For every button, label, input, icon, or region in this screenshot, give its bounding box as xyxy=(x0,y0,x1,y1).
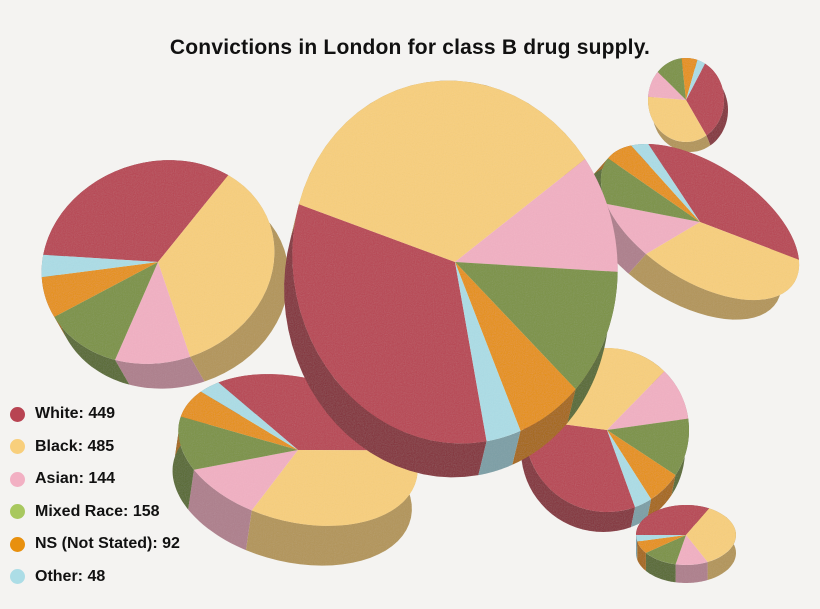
slice-black xyxy=(646,222,800,301)
legend-label-other: Other: 48 xyxy=(35,567,106,585)
legend-item-white: White: 449 xyxy=(10,398,180,431)
side-ns xyxy=(647,475,676,520)
legend-swatch-mixed-race xyxy=(10,504,25,520)
legend-item-not-stated: NS (Not Stated): 92 xyxy=(10,528,180,561)
side-other xyxy=(478,430,521,476)
slice-black xyxy=(686,508,736,562)
slice-mixed xyxy=(645,535,686,565)
slice-black xyxy=(647,96,707,142)
slice-black xyxy=(158,175,275,357)
legend-label-black: Black: 485 xyxy=(35,437,115,455)
side-black xyxy=(245,450,418,566)
pie-6-top xyxy=(292,80,618,444)
slice-asian xyxy=(607,371,689,430)
pie-1-top xyxy=(647,58,724,142)
slice-mixed xyxy=(600,158,700,222)
slice-ns xyxy=(180,391,298,450)
slice-asian xyxy=(648,71,686,100)
side-other xyxy=(636,535,638,560)
slice-asian xyxy=(606,203,700,254)
slice-other xyxy=(41,254,158,278)
slice-ns xyxy=(608,145,700,222)
side-white xyxy=(284,204,487,478)
legend-label-not-stated: NS (Not Stated): 92 xyxy=(35,535,180,553)
slice-ns xyxy=(607,430,676,500)
side-other xyxy=(631,499,652,528)
slice-other xyxy=(686,59,705,100)
side-ns xyxy=(512,389,576,465)
slice-mixed xyxy=(54,262,158,360)
slice-other xyxy=(631,143,700,222)
slice-other xyxy=(636,535,686,542)
side-mixed xyxy=(645,552,676,583)
side-white xyxy=(521,419,635,532)
legend-label-white: White: 449 xyxy=(35,405,116,423)
pie-5 xyxy=(636,505,736,583)
legend-label-mixed-race: Mixed Race: 158 xyxy=(35,502,160,520)
slice-ns xyxy=(681,58,698,100)
side-asian xyxy=(188,469,252,551)
slice-mixed xyxy=(178,416,298,470)
side-asian xyxy=(115,356,205,389)
pie-2-top xyxy=(600,143,800,301)
slice-ns xyxy=(455,262,576,431)
pie-0-top xyxy=(41,160,275,364)
legend-swatch-asian xyxy=(10,471,25,487)
legend-swatch-other xyxy=(10,569,25,585)
legend-swatch-not-stated xyxy=(10,536,25,552)
slice-mixed xyxy=(607,418,689,476)
slice-asian xyxy=(455,159,618,272)
slice-ns xyxy=(637,535,686,553)
legend-item-asian: Asian: 144 xyxy=(10,463,180,496)
legend-item-black: Black: 485 xyxy=(10,431,180,464)
slice-white xyxy=(524,419,635,513)
chart-title: Convictions in London for class B drug s… xyxy=(169,36,651,59)
side-mixed xyxy=(567,271,618,424)
legend-item-mixed-race: Mixed Race: 158 xyxy=(10,496,180,529)
pie-1 xyxy=(647,58,728,152)
slice-white xyxy=(43,160,229,262)
side-ns xyxy=(637,541,646,571)
side-mixed xyxy=(54,316,130,385)
slice-black xyxy=(298,80,586,262)
slice-asian xyxy=(193,450,298,511)
slice-mixed xyxy=(455,262,618,390)
slice-asian xyxy=(115,262,191,364)
slice-other xyxy=(455,262,521,442)
legend-swatch-white xyxy=(10,406,25,422)
slice-mixed xyxy=(657,58,686,100)
pie-0 xyxy=(41,160,289,389)
slice-other xyxy=(607,430,652,508)
side-black xyxy=(190,175,289,382)
slice-white xyxy=(648,143,799,260)
side-asian xyxy=(675,562,708,583)
pie-5-top xyxy=(636,505,736,565)
slice-white xyxy=(636,505,710,535)
legend: White: 449 Black: 485 Asian: 144 Mixed R… xyxy=(10,398,180,593)
slice-white xyxy=(292,204,487,444)
side-black xyxy=(648,96,711,152)
legend-swatch-black xyxy=(10,439,25,455)
pie-3-top xyxy=(178,374,418,526)
side-white xyxy=(705,63,728,146)
slice-asian xyxy=(675,535,708,565)
slice-other xyxy=(200,382,298,450)
slice-ns xyxy=(41,262,158,317)
side-black xyxy=(628,253,800,320)
pie-6 xyxy=(284,80,618,478)
slice-white xyxy=(686,63,724,136)
legend-item-other: Other: 48 xyxy=(10,561,180,594)
legend-label-asian: Asian: 144 xyxy=(35,470,116,488)
slice-black xyxy=(251,450,418,526)
